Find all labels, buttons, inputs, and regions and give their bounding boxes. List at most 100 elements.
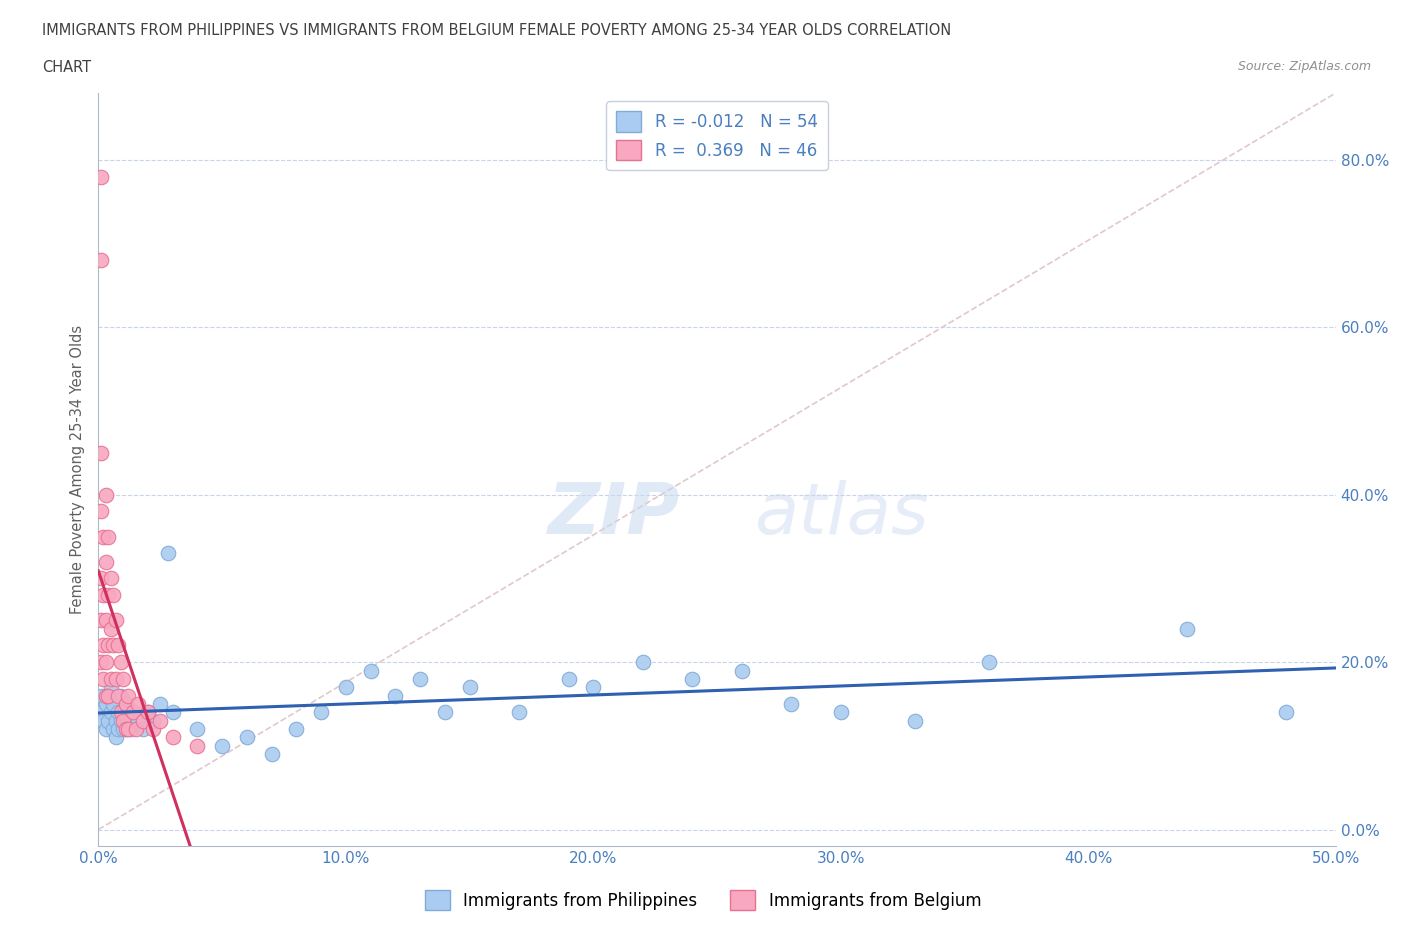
Point (97, 588, 120, 603)
Point (114, 697, 136, 711)
Point (97, 529, 120, 544)
Point (582, 680, 605, 695)
Point (136, 705, 159, 720)
Point (94, 613, 117, 628)
Point (186, 738, 208, 753)
Point (830, 705, 852, 720)
Point (117, 688, 139, 703)
Legend: Immigrants from Philippines, Immigrants from Belgium: Immigrants from Philippines, Immigrants … (418, 884, 988, 917)
Point (1175, 621, 1198, 636)
Point (93, 671, 115, 686)
Point (114, 697, 136, 711)
Point (104, 730, 127, 745)
Point (142, 722, 165, 737)
Y-axis label: Female Poverty Among 25-34 Year Olds: Female Poverty Among 25-34 Year Olds (70, 326, 86, 614)
Point (97, 713, 120, 728)
Point (94, 655, 117, 670)
Point (112, 722, 135, 737)
Point (162, 730, 184, 745)
Point (90, 504, 112, 519)
Point (100, 705, 122, 720)
Point (309, 705, 332, 720)
Point (156, 546, 179, 561)
Point (93, 529, 115, 544)
Point (681, 671, 703, 686)
Point (107, 638, 129, 653)
Point (409, 671, 432, 686)
Point (94, 688, 117, 703)
Point (127, 713, 149, 728)
Point (90, 688, 112, 703)
Point (458, 680, 481, 695)
Point (433, 705, 456, 720)
Point (90, 655, 112, 670)
Point (90, 253, 112, 268)
Point (97, 638, 120, 653)
Point (1275, 705, 1298, 720)
Point (149, 713, 172, 728)
Point (557, 671, 579, 686)
Point (107, 705, 129, 720)
Point (93, 638, 115, 653)
Point (90, 445, 112, 460)
Point (90, 613, 112, 628)
Point (93, 588, 115, 603)
Point (117, 722, 139, 737)
Point (132, 722, 155, 737)
Point (120, 722, 142, 737)
Point (94, 697, 117, 711)
Point (162, 705, 184, 720)
Legend: R = -0.012   N = 54, R =  0.369   N = 46: R = -0.012 N = 54, R = 0.369 N = 46 (606, 101, 828, 170)
Point (94, 722, 117, 737)
Point (103, 638, 125, 653)
Point (103, 722, 125, 737)
Point (97, 688, 120, 703)
Point (100, 671, 122, 686)
Text: Source: ZipAtlas.com: Source: ZipAtlas.com (1237, 60, 1371, 73)
Point (104, 671, 127, 686)
Point (110, 705, 132, 720)
Point (103, 697, 125, 711)
Point (122, 705, 145, 720)
Point (90, 571, 112, 586)
Point (335, 680, 357, 695)
Point (236, 730, 259, 745)
Point (110, 655, 132, 670)
Point (110, 713, 132, 728)
Point (112, 705, 135, 720)
Point (285, 722, 308, 737)
Point (117, 713, 139, 728)
Point (904, 713, 927, 728)
Point (142, 713, 165, 728)
Point (122, 705, 145, 720)
Point (110, 688, 132, 703)
Point (631, 655, 654, 670)
Point (731, 663, 754, 678)
Point (94, 487, 117, 502)
Point (104, 713, 127, 728)
Point (97, 688, 120, 703)
Point (780, 697, 803, 711)
Point (100, 680, 122, 695)
Text: atlas: atlas (754, 481, 929, 550)
Point (90, 169, 112, 184)
Point (112, 671, 135, 686)
Point (260, 747, 283, 762)
Point (112, 713, 135, 728)
Point (94, 554, 117, 569)
Text: ZIP: ZIP (548, 481, 681, 550)
Point (90, 705, 112, 720)
Point (93, 713, 115, 728)
Point (100, 571, 122, 586)
Point (127, 697, 149, 711)
Point (100, 621, 122, 636)
Point (104, 613, 127, 628)
Point (360, 663, 382, 678)
Text: IMMIGRANTS FROM PHILIPPINES VS IMMIGRANTS FROM BELGIUM FEMALE POVERTY AMONG 25-3: IMMIGRANTS FROM PHILIPPINES VS IMMIGRANT… (42, 23, 952, 38)
Point (107, 722, 129, 737)
Point (132, 713, 155, 728)
Text: CHART: CHART (42, 60, 91, 75)
Point (384, 688, 406, 703)
Point (103, 588, 125, 603)
Point (124, 722, 146, 737)
